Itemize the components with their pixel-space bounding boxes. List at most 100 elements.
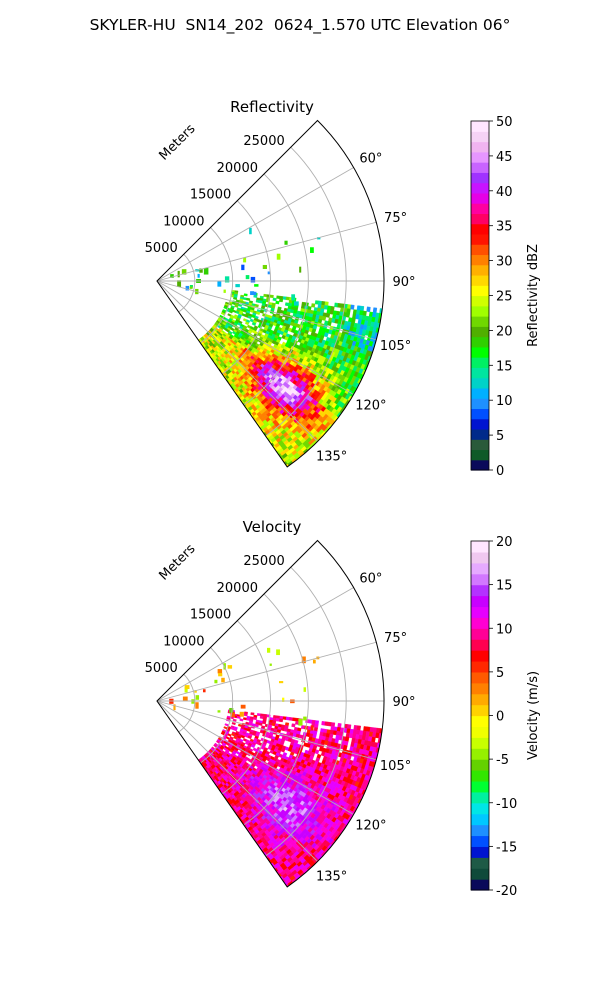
- echo-field: [169, 647, 384, 887]
- colorbar-segment: [471, 562, 489, 575]
- echo-speck: [195, 702, 199, 709]
- echo-speck: [276, 253, 281, 260]
- echo-cell: [279, 718, 284, 723]
- range-ring: [221, 620, 271, 795]
- echo-cell: [224, 723, 229, 727]
- echo-speck: [269, 663, 272, 666]
- colorbar-segment: [471, 846, 489, 858]
- echo-speck: [170, 274, 174, 278]
- range-tick-label: 20000: [217, 161, 258, 176]
- colorbar-tick-label: 20: [496, 324, 513, 339]
- sector-frame: [156, 539, 385, 888]
- colorbar-segment: [471, 182, 489, 194]
- range-tick-label: 5000: [145, 661, 178, 676]
- echo-speck: [291, 294, 296, 301]
- colorbar-segment: [471, 151, 489, 163]
- colorbar-tick-label: 50: [496, 115, 513, 130]
- colorbar-segment: [471, 780, 489, 793]
- colorbar-segment: [471, 879, 489, 891]
- echo-cell: [311, 303, 316, 308]
- colorbar-segment: [471, 671, 489, 684]
- colorbar-segment: [471, 704, 489, 717]
- echo-cell: [285, 296, 290, 301]
- echo-cell: [346, 308, 351, 314]
- range-ring: [200, 227, 234, 344]
- azimuth-tick-label: 135°: [316, 870, 347, 885]
- colorbar-tick-label: 15: [496, 359, 513, 374]
- echo-speck: [199, 268, 203, 273]
- colorbar-segment: [471, 428, 489, 440]
- colorbar-segment: [471, 682, 489, 695]
- range-tick-label: 15000: [190, 188, 231, 203]
- azimuth-tick-label: 120°: [355, 399, 386, 414]
- colorbar-segment: [471, 264, 489, 276]
- colorbar-tick-label: 40: [496, 185, 513, 200]
- echo-cell: [362, 310, 367, 317]
- echo-speck: [189, 286, 193, 289]
- echo-speck: [276, 649, 280, 656]
- echo-speck: [298, 718, 303, 726]
- echo-cell: [321, 316, 327, 321]
- echo-cell: [246, 297, 251, 301]
- azimuth-tick-label: 135°: [316, 450, 347, 465]
- range-axis-label: Meters: [157, 541, 199, 583]
- colorbar-tick-label: -5: [496, 753, 509, 768]
- echo-cell: [242, 297, 248, 301]
- colorbar-tick-label: 30: [496, 255, 513, 270]
- echo-cell: [350, 304, 355, 310]
- range-ring: [265, 146, 347, 437]
- colorbar-segment: [471, 223, 489, 235]
- range-tick-label: 10000: [163, 214, 204, 229]
- echo-cell: [243, 293, 248, 297]
- echo-cell: [250, 712, 255, 716]
- echo-cell: [243, 713, 248, 717]
- echo-cell: [254, 303, 259, 308]
- azimuth-tick-label: 90°: [392, 275, 415, 290]
- echo-cell: [253, 294, 258, 298]
- page-title: SKYLER-HU SN14_202 0624_1.570 UTC Elevat…: [89, 16, 511, 34]
- echo-speck: [303, 716, 307, 721]
- colorbar-tick-label: 10: [496, 622, 513, 637]
- echo-speck: [249, 227, 252, 235]
- echo-speck: [202, 689, 206, 693]
- colorbar-tick-label: 20: [496, 535, 513, 550]
- echo-speck: [189, 285, 193, 288]
- colorbar-segment: [471, 285, 489, 297]
- echo-cell: [347, 724, 352, 730]
- echo-speck: [185, 285, 189, 291]
- echo-cell: [269, 294, 274, 299]
- echo-speck: [303, 687, 306, 692]
- echo-speck: [217, 710, 221, 713]
- echo-cell: [291, 723, 296, 728]
- echo-cell: [279, 298, 284, 303]
- echo-cell: [259, 715, 264, 720]
- colorbar-segment: [471, 367, 489, 379]
- colorbar-segment: [471, 213, 489, 225]
- colorbar-segment: [471, 295, 489, 307]
- colorbar-segment: [471, 254, 489, 266]
- colorbar-segment: [471, 748, 489, 760]
- colorbar-segment: [471, 541, 489, 553]
- echo-speck: [262, 264, 267, 270]
- echo-speck: [191, 699, 196, 704]
- echo-cell: [256, 713, 261, 717]
- range-ring: [221, 200, 271, 375]
- echo-speck: [214, 679, 218, 684]
- echo-cell: [275, 300, 280, 305]
- echo-cell: [366, 306, 371, 313]
- panel-title: Velocity: [243, 518, 302, 536]
- echo-speck: [284, 240, 288, 245]
- colorbar-tick-label: 10: [496, 394, 513, 409]
- echo-speck: [239, 711, 244, 717]
- range-ring: [243, 593, 309, 826]
- echo-cell: [282, 296, 287, 300]
- echo-cell: [345, 312, 351, 318]
- colorbar-tick-label: 45: [496, 150, 513, 165]
- echo-cell: [231, 722, 236, 726]
- reflectivity-panel: Reflectivity 5000 10000 15000 20000 25000 Mete…: [145, 98, 541, 479]
- echo-speck: [250, 276, 256, 283]
- echo-speck: [217, 281, 222, 287]
- azimuth-spoke: [156, 221, 377, 282]
- colorbar-segment: [471, 449, 489, 461]
- echo-speck: [235, 284, 240, 288]
